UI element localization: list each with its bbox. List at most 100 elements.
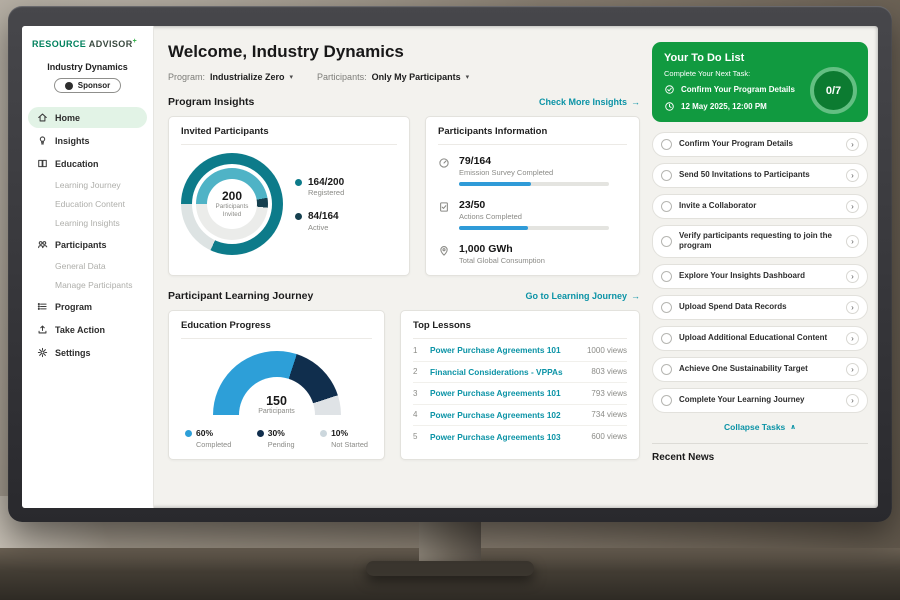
lesson-views: 803 views (591, 367, 627, 377)
task-item[interactable]: Send 50 Invitations to Participants › (652, 163, 868, 188)
chevron-right-icon: › (846, 169, 859, 182)
task-checkbox[interactable] (661, 332, 672, 344)
people-icon (38, 241, 48, 249)
lesson-rank: 1 (413, 345, 418, 355)
page-title: Welcome, Industry Dynamics (168, 42, 404, 61)
card-title: Education Progress (181, 320, 372, 339)
chevron-right-icon: › (846, 362, 859, 376)
chevron-down-icon: ▾ (289, 74, 294, 81)
stat-value: 1,000 GWh (459, 243, 513, 255)
sidebar-item-label: Insights (55, 135, 90, 146)
education-progress-card: Education Progress 150 Participants 60% (168, 310, 385, 460)
lesson-link[interactable]: Power Purchase Agreements 103 (430, 431, 561, 442)
legend-value: 10% (331, 428, 349, 438)
task-item[interactable]: Verify participants requesting to join t… (652, 225, 868, 258)
legend-value: 30% (267, 428, 285, 438)
stat-row: 1,000 GWh Total Global Consumption (438, 243, 627, 265)
task-checkbox[interactable] (661, 170, 672, 181)
app-window: RESOURCE ADVISOR+ Industry Dynamics Spon… (22, 26, 878, 508)
program-select[interactable]: Program: Industrialize Zero ▾ (168, 72, 293, 82)
check-circle-icon (665, 85, 674, 94)
todo-next-task[interactable]: Confirm Your Program Details (664, 84, 856, 95)
task-item[interactable]: Achieve One Sustainability Target › (652, 356, 868, 382)
sidebar-item-manage-participants[interactable]: Manage Participants (28, 276, 147, 294)
task-label: Complete Your Learning Journey (679, 395, 805, 405)
checklist-icon (440, 202, 448, 212)
participants-select[interactable]: Participants: Only My Participants ▾ (317, 72, 469, 82)
book-icon (38, 159, 47, 168)
lesson-link[interactable]: Power Purchase Agreements 101 (430, 345, 561, 356)
legend-item: 30% Pending (256, 428, 295, 449)
invited-participants-donut-chart: 200 Participants Invited (181, 153, 283, 255)
legend-label: Active (308, 222, 329, 232)
task-item[interactable]: Invite a Collaborator › (652, 194, 868, 219)
stat-value: 79/164 (459, 155, 492, 167)
sidebar-item-program[interactable]: Program (28, 296, 147, 317)
sponsor-badge[interactable]: Sponsor (53, 78, 122, 93)
sidebar-item-education-content[interactable]: Education Content (28, 195, 147, 213)
todo-due-date: 12 May 2025, 12:00 PM (664, 101, 856, 112)
collapse-tasks-link[interactable]: Collapse Tasks ∧ (652, 422, 868, 432)
gear-icon (37, 347, 48, 358)
lesson-link[interactable]: Power Purchase Agreements 101 (430, 388, 561, 399)
todo-progress-badge: 0/7 (810, 67, 857, 114)
chevron-right-icon: › (846, 331, 859, 345)
participants-information-card: Participants Information 79/164 Emission… (425, 116, 640, 276)
upload-arrow-icon (38, 325, 47, 334)
task-label: Invite a Collaborator (679, 201, 757, 211)
sidebar-item-take-action[interactable]: Take Action (28, 319, 147, 340)
sidebar-item-learning-insights[interactable]: Learning Insights (28, 214, 147, 232)
legend-label: Registered (308, 188, 345, 197)
task-checkbox[interactable] (661, 235, 672, 247)
task-checkbox[interactable] (661, 394, 672, 406)
sidebar-item-home[interactable]: Home (28, 107, 147, 128)
check-more-insights-link[interactable]: Check More Insights → (539, 97, 640, 107)
lesson-link[interactable]: Financial Considerations - VPPAs (430, 366, 563, 377)
sidebar-item-education[interactable]: Education (28, 153, 147, 174)
todo-next-task-label: Confirm Your Program Details (681, 85, 795, 94)
location-pin-icon (440, 246, 448, 256)
sidebar-item-learning-journey[interactable]: Learning Journey (28, 176, 147, 194)
monitor-bezel: RESOURCE ADVISOR+ Industry Dynamics Spon… (8, 6, 892, 522)
gauge-meter-icon (439, 158, 449, 168)
donut-center-value: 200 (221, 188, 243, 203)
filter-bar: Program: Industrialize Zero ▾ Participan… (168, 72, 640, 82)
legend-value: 60% (196, 428, 214, 438)
task-checkbox[interactable] (661, 139, 672, 150)
task-checkbox[interactable] (661, 301, 672, 313)
sponsor-label: Sponsor (77, 81, 111, 90)
sidebar-item-general-data[interactable]: General Data (28, 257, 147, 275)
legend-dot (320, 429, 328, 437)
sidebar-item-label: Manage Participants (55, 280, 133, 290)
participants-select-value: Only My Participants (371, 72, 461, 82)
go-to-learning-journey-link[interactable]: Go to Learning Journey → (525, 291, 640, 301)
legend-dot (295, 213, 302, 220)
task-item[interactable]: Upload Additional Educational Content › (652, 325, 868, 351)
brand-logo: RESOURCE ADVISOR+ (22, 26, 153, 49)
task-checkbox[interactable] (661, 201, 672, 212)
legend-label: Completed (196, 440, 232, 449)
todo-card: Your To Do List Complete Your Next Task:… (652, 42, 868, 122)
card-title: Participants Information (438, 126, 627, 145)
invited-participants-card: Invited Participants 200 Participants In… (168, 116, 410, 276)
lesson-views: 793 views (591, 388, 627, 398)
sidebar-item-insights[interactable]: Insights (28, 130, 147, 151)
task-item[interactable]: Complete Your Learning Journey › (652, 387, 868, 413)
lesson-rank: 4 (413, 410, 418, 420)
task-item[interactable]: Confirm Your Program Details › (652, 132, 868, 157)
task-item[interactable]: Upload Spend Data Records › (652, 294, 868, 320)
task-item[interactable]: Explore Your Insights Dashboard › (652, 263, 868, 289)
lesson-row: 2 Financial Considerations - VPPAs 803 v… (413, 362, 627, 383)
collapse-tasks-label: Collapse Tasks (724, 421, 786, 432)
legend-item: 164/200 Registered (295, 176, 345, 197)
lesson-row: 4 Power Purchase Agreements 102 734 view… (413, 405, 627, 426)
lesson-link[interactable]: Power Purchase Agreements 102 (430, 409, 561, 420)
sidebar-item-participants[interactable]: Participants (28, 234, 147, 255)
progress-bar (459, 182, 609, 186)
legend-value: 164/200 (308, 176, 345, 188)
stat-label: Actions Completed (459, 212, 522, 221)
task-checkbox[interactable] (661, 363, 672, 375)
sidebar-item-settings[interactable]: Settings (28, 342, 147, 363)
task-checkbox[interactable] (661, 270, 672, 282)
sponsor-icon (64, 81, 73, 90)
